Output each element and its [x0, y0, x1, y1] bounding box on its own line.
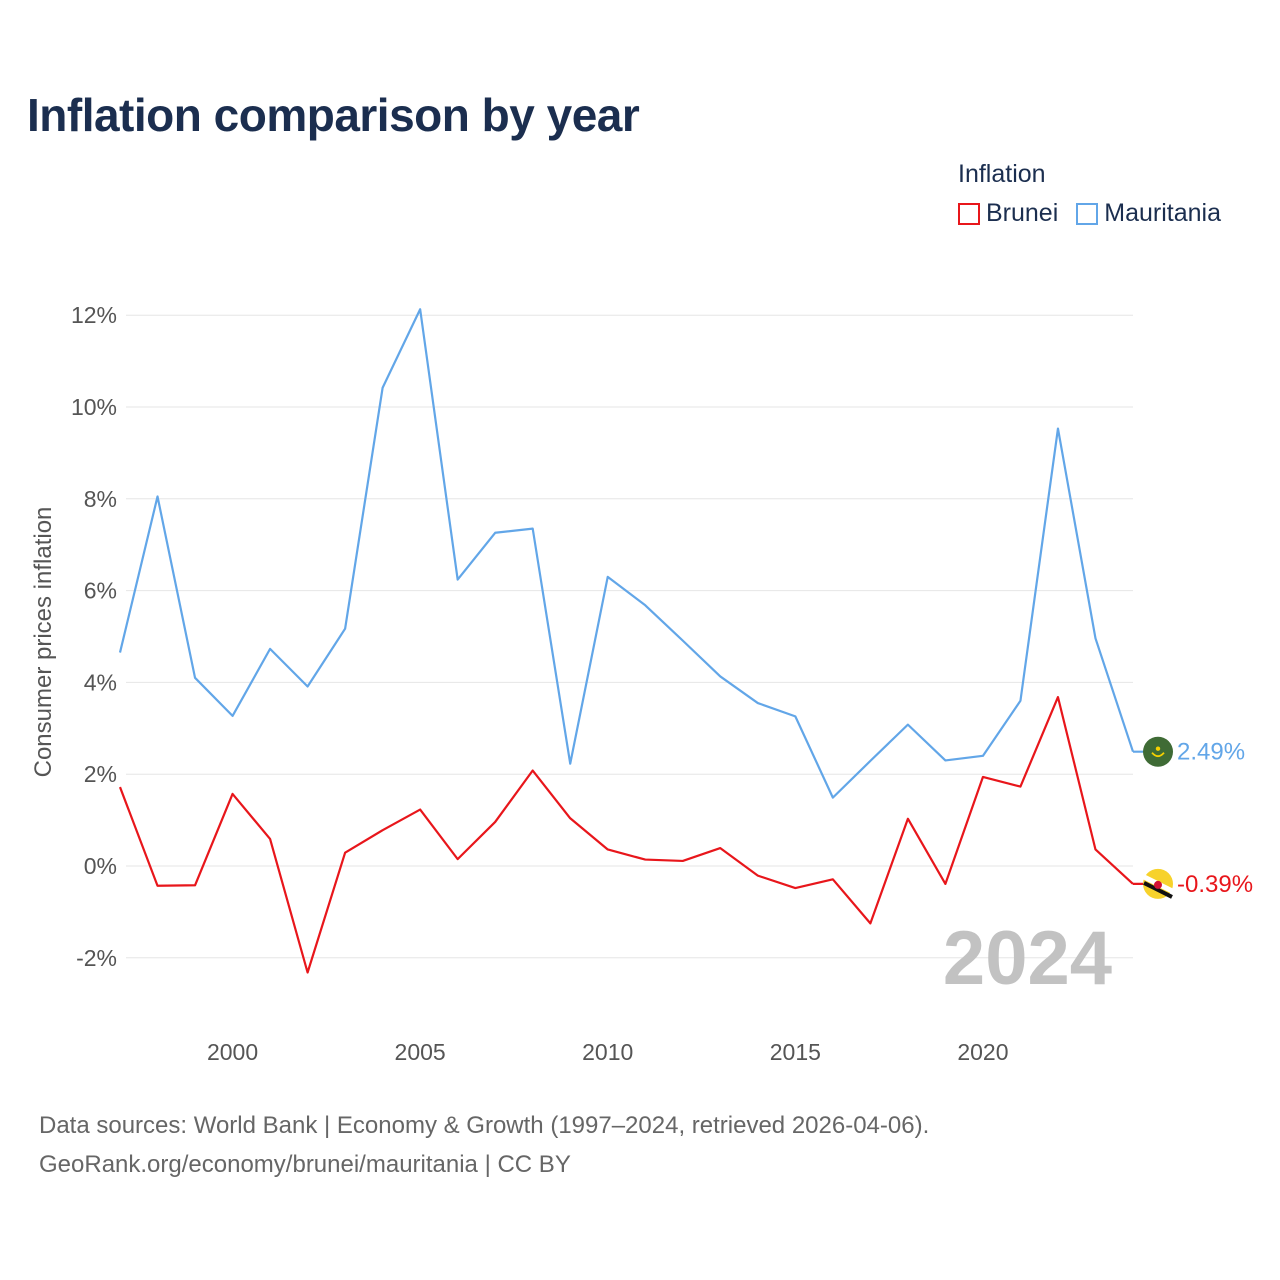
series-end-markers: 2.49% -0.39%: [1133, 736, 1253, 899]
y-tick-label: 2%: [84, 761, 117, 787]
legend: Inflation Brunei Mauritania: [958, 160, 1239, 228]
legend-item-brunei[interactable]: Brunei: [958, 199, 1058, 228]
y-axis-ticks: -2% 0% 2% 4% 6% 8% 10% 12%: [71, 302, 117, 971]
brunei-flag-crest: [1154, 880, 1162, 889]
mauritania-flag-crescent: [1151, 752, 1165, 758]
y-tick-label: 0%: [84, 853, 117, 879]
brunei-flag-band-black: [1143, 881, 1173, 899]
source-note: Data sources: World Bank | Economy & Gro…: [39, 1106, 929, 1184]
mauritania-flag-icon: [1143, 736, 1173, 767]
series-line-mauritania: [118, 308, 1135, 799]
x-tick-label: 2015: [770, 1039, 821, 1065]
x-tick-label: 2005: [395, 1039, 446, 1065]
brunei-flag-icon: [1142, 868, 1174, 899]
y-tick-label: 4%: [84, 669, 117, 695]
series-line-brunei: [118, 695, 1134, 974]
grid-lines: [126, 314, 1133, 959]
y-tick-label: 10%: [71, 394, 117, 420]
legend-title: Inflation: [958, 160, 1046, 188]
legend-swatch-mauritania: [1076, 202, 1099, 225]
y-tick-label: 12%: [71, 302, 117, 328]
x-tick-label: 2020: [957, 1039, 1008, 1065]
mauritania-flag-disc: [1143, 736, 1173, 767]
legend-item-mauritania[interactable]: Mauritania: [1076, 199, 1221, 228]
source-line-1: Data sources: World Bank | Economy & Gro…: [39, 1112, 930, 1139]
source-line-2[interactable]: GeoRank.org/economy/brunei/mauritania | …: [39, 1151, 571, 1178]
legend-label-mauritania: Mauritania: [1104, 199, 1221, 227]
chart-title: Inflation comparison by year: [27, 89, 640, 141]
watermark-year: 2024: [943, 916, 1112, 1001]
mauritania-flag-star: [1155, 746, 1161, 751]
y-tick-label: -2%: [76, 945, 117, 971]
legend-items: Brunei Mauritania: [958, 199, 1239, 228]
legend-swatch-brunei: [958, 202, 980, 225]
y-tick-label: 6%: [84, 578, 117, 604]
y-tick-label: 8%: [84, 486, 117, 512]
y-axis-label: Consumer prices inflation: [30, 507, 57, 778]
x-axis-ticks: 2000 2005 2010 2015 2020: [207, 1039, 1009, 1065]
x-tick-label: 2000: [207, 1039, 258, 1065]
end-label-mauritania: 2.49%: [1177, 739, 1245, 766]
series-lines: [118, 308, 1135, 974]
end-label-brunei: -0.39%: [1177, 871, 1253, 898]
line-chart: -2% 0% 2% 4% 6% 8% 10% 12% 2000 2005 2010 2015 2020…: [30, 302, 1253, 1065]
legend-label-brunei: Brunei: [986, 199, 1059, 227]
x-tick-label: 2010: [582, 1039, 633, 1065]
